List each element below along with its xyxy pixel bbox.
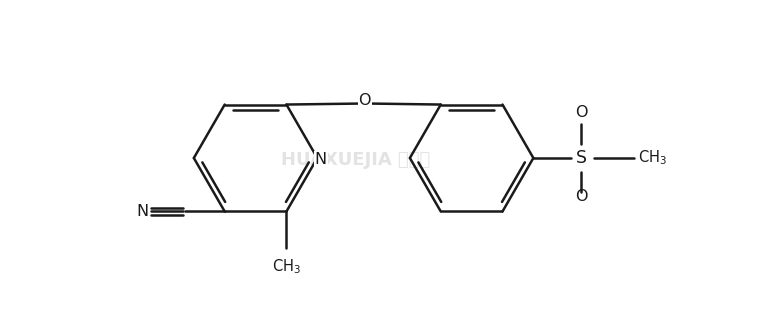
Text: O: O xyxy=(358,93,371,108)
Text: S: S xyxy=(576,149,587,167)
Text: O: O xyxy=(575,189,587,204)
Text: N: N xyxy=(136,204,148,219)
Text: O: O xyxy=(575,105,587,120)
Text: CH$_3$: CH$_3$ xyxy=(272,257,301,276)
Text: N: N xyxy=(315,151,327,166)
Text: HUAXUEJIA 化学加: HUAXUEJIA 化学加 xyxy=(280,151,430,169)
Text: CH$_3$: CH$_3$ xyxy=(638,149,667,167)
